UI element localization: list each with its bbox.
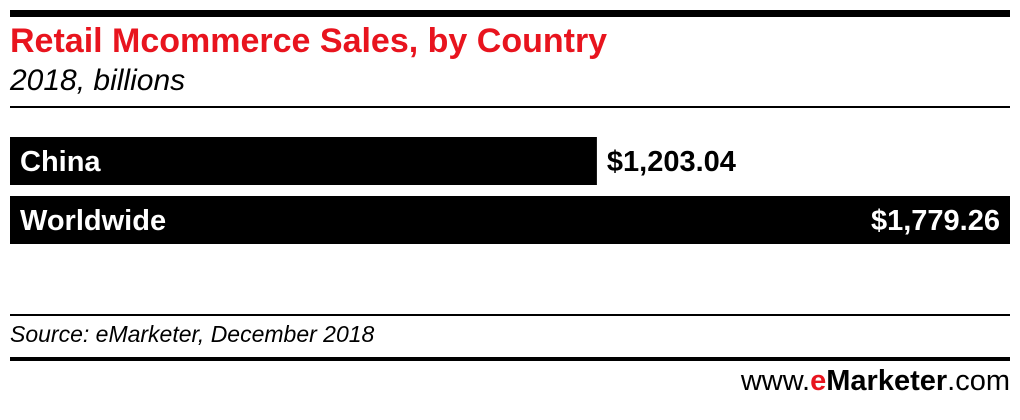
- bar-china: [10, 137, 597, 185]
- chart-subtitle: 2018, billions: [10, 64, 186, 97]
- brand-prefix: www.: [740, 365, 811, 397]
- footer-divider: [10, 314, 1010, 316]
- category-label: Worldwide: [20, 205, 166, 237]
- category-label: China: [20, 146, 101, 178]
- source-note: Source: eMarketer, December 2018: [10, 321, 375, 347]
- brand-url[interactable]: www.eMarketer.com: [741, 364, 1010, 398]
- value-label: $1,203.04: [607, 146, 736, 178]
- header-divider: [10, 106, 1010, 108]
- top-rule: [10, 10, 1010, 17]
- bar-chart: China $1,203.04 Worldwide $1,779.26: [10, 137, 1010, 244]
- brand-name: Marketer: [826, 365, 948, 397]
- value-label: $1,779.26: [871, 205, 1000, 237]
- bar-worldwide: [10, 196, 1010, 244]
- chart-title: Retail Mcommerce Sales, by Country: [10, 22, 608, 60]
- brand-suffix: .com: [947, 365, 1010, 397]
- brand-e: e: [810, 365, 827, 397]
- bottom-rule: [10, 357, 1010, 361]
